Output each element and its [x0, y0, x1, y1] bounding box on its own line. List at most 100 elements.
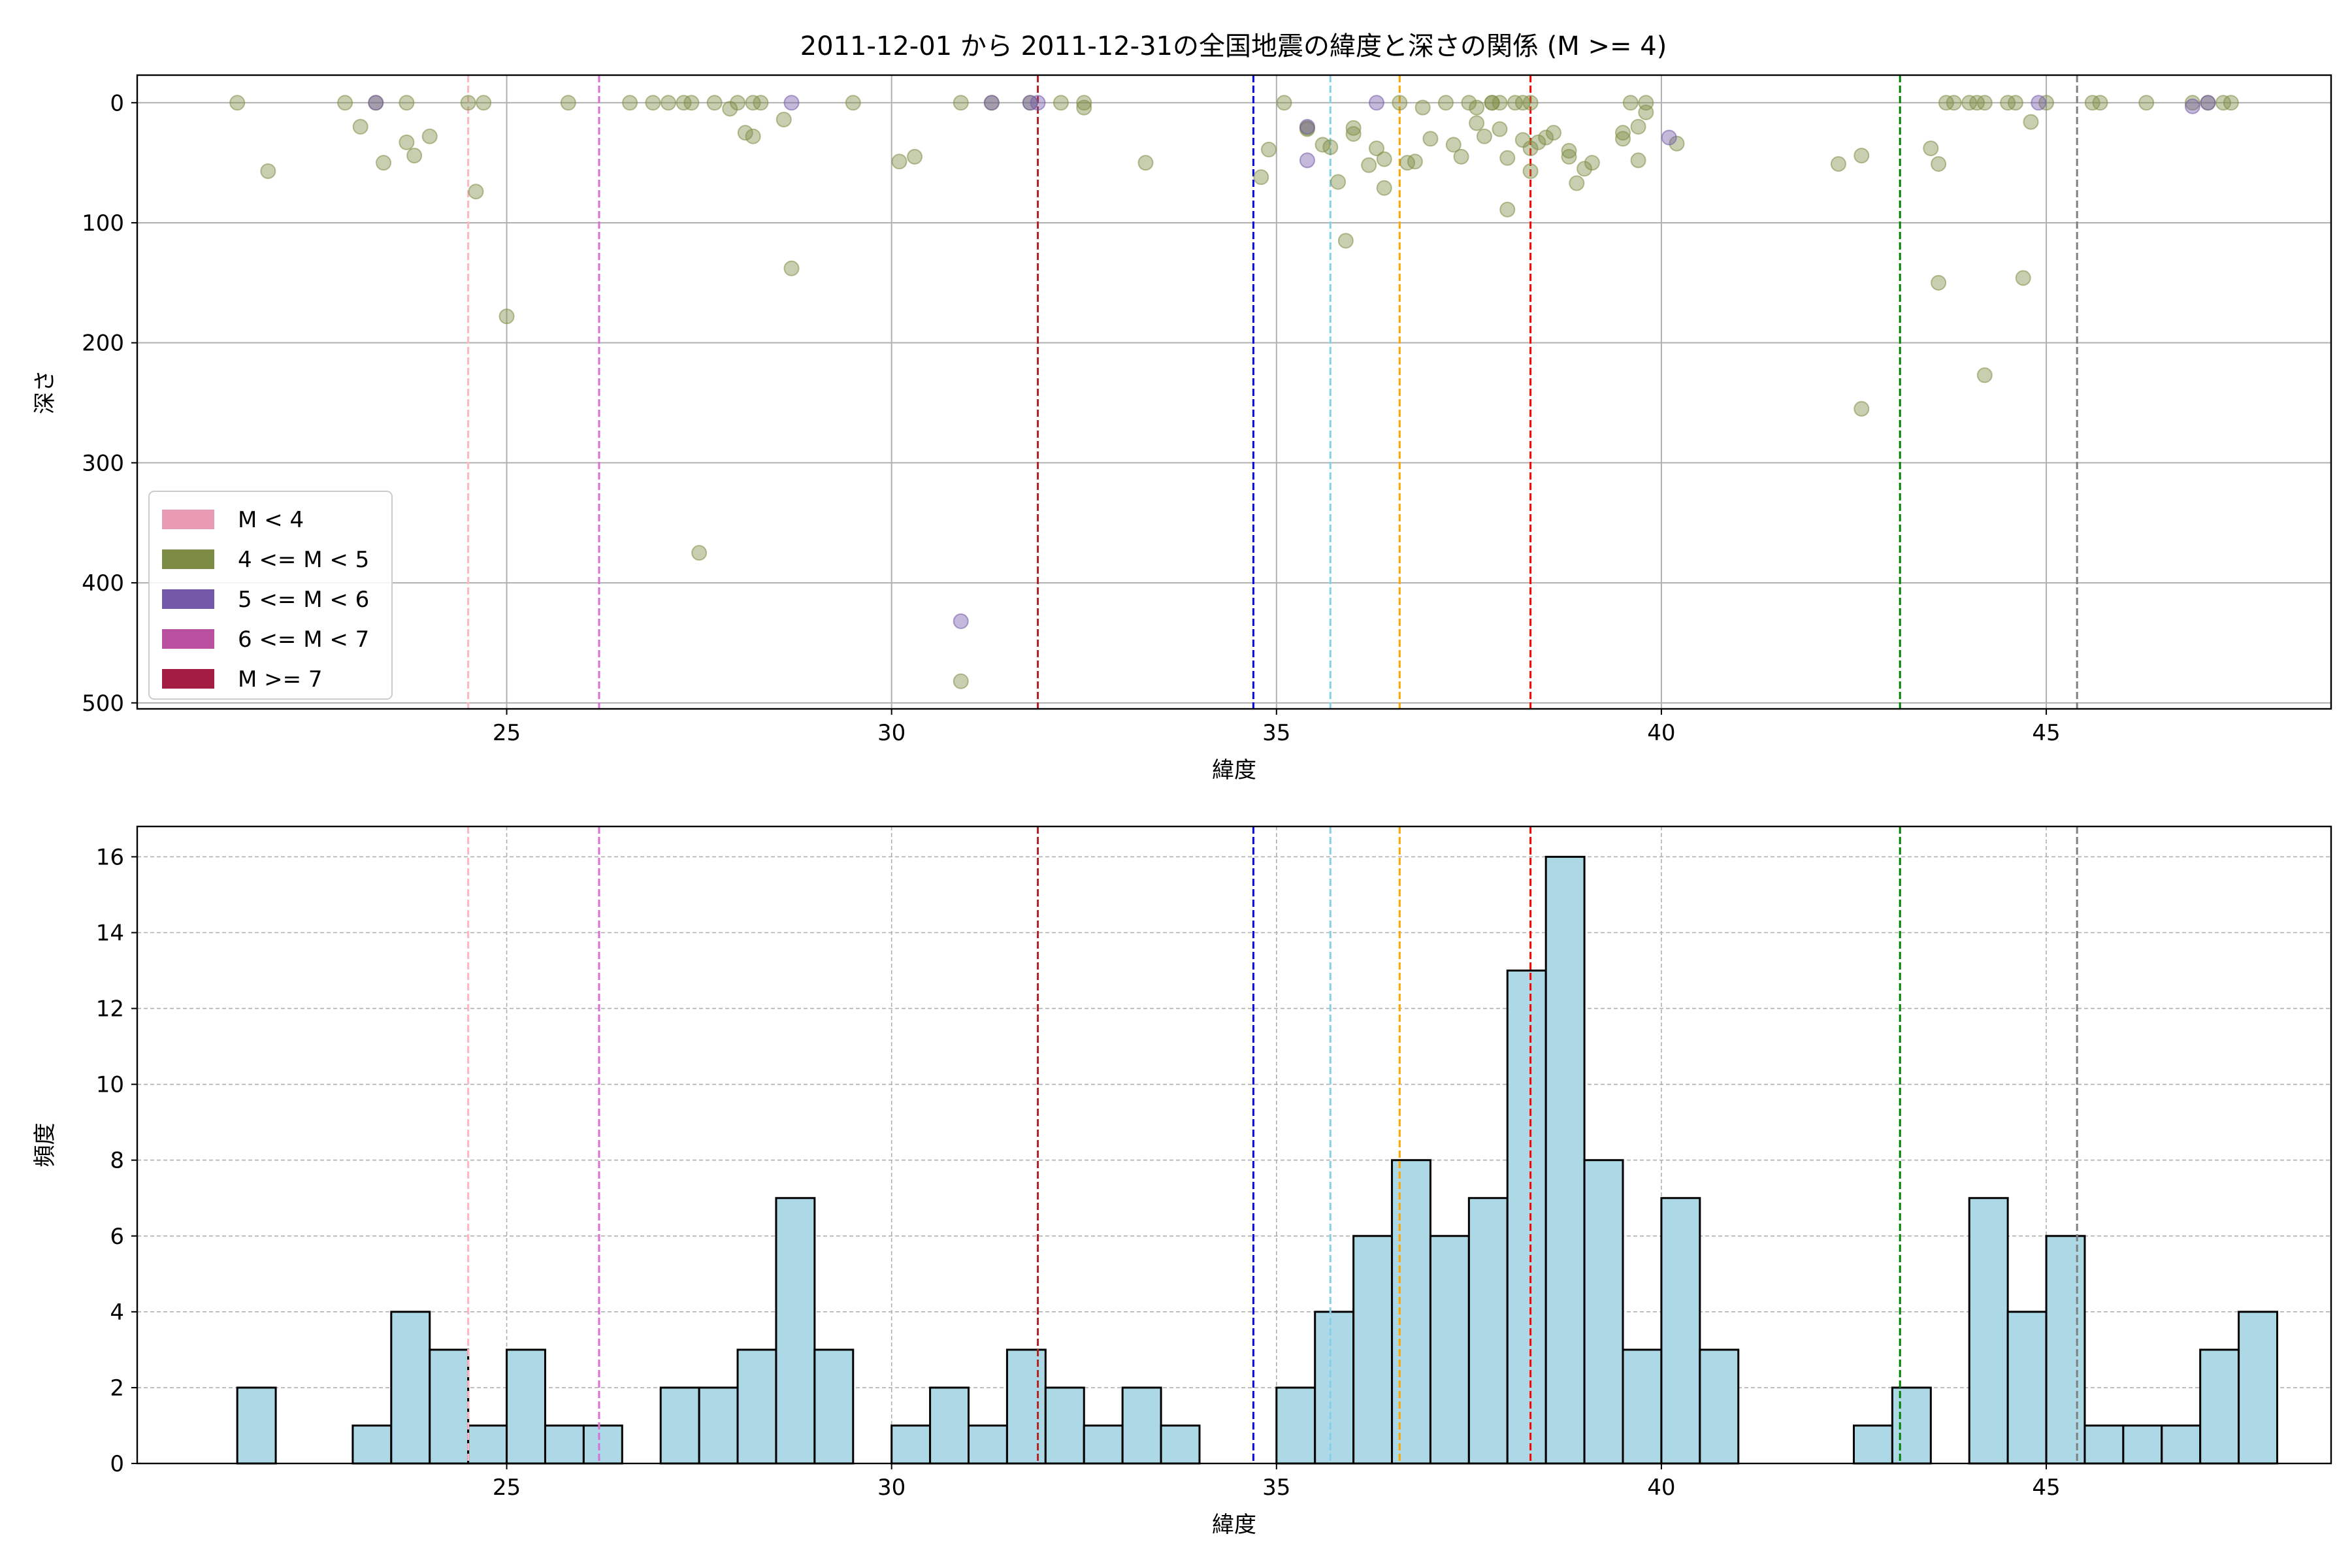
- histogram-bar: [1891, 1386, 1932, 1465]
- histogram-bar: [1275, 1386, 1316, 1465]
- figure-title: 2011-12-01 から 2011-12-31の全国地震の緯度と深さの関係 (…: [800, 31, 1667, 61]
- histogram-bar: [236, 1386, 277, 1465]
- histogram-bar: [968, 1424, 1008, 1465]
- scatter-point: [2138, 95, 2155, 111]
- scatter-point: [953, 95, 969, 111]
- y-tick-label: 200: [82, 331, 124, 357]
- y-tick-label: 100: [82, 210, 124, 237]
- scatter-point: [399, 95, 415, 111]
- legend-label: M >= 7: [238, 666, 323, 693]
- scatter-point: [406, 148, 423, 164]
- legend-label: 5 <= M < 6: [238, 587, 369, 613]
- scatter-point: [622, 95, 638, 111]
- x-tick-label: 25: [493, 1475, 521, 1501]
- scatter-point: [1392, 95, 1408, 111]
- scatter-point: [730, 95, 746, 111]
- scatter-point: [983, 95, 1000, 111]
- scatter-point: [683, 95, 700, 111]
- histogram-bar: [1314, 1311, 1355, 1465]
- scatter-point: [1469, 115, 1485, 131]
- scatter-point: [2184, 95, 2200, 111]
- legend-swatch: [162, 549, 214, 569]
- scatter-point: [1630, 118, 1646, 135]
- scatter-point: [1407, 154, 1423, 170]
- histogram-bar: [390, 1311, 431, 1465]
- y-tick-label: 300: [82, 450, 124, 476]
- x-tick-label: 45: [2032, 1475, 2060, 1501]
- legend-label: 4 <= M < 5: [238, 547, 369, 573]
- histogram-bar: [2161, 1424, 2202, 1465]
- scatter-point: [1946, 95, 1962, 111]
- scatter-point: [1630, 152, 1646, 169]
- scatter-point: [845, 95, 861, 111]
- scatter-point: [891, 154, 907, 170]
- scatter-point: [1445, 137, 1462, 153]
- y-tick-label: 14: [96, 921, 124, 947]
- x-axis-label: 緯度: [1212, 757, 1256, 783]
- y-tick-label: 4: [110, 1299, 124, 1326]
- scatter-point: [2007, 95, 2023, 111]
- histogram-bar: [1583, 1159, 1624, 1465]
- scatter-point: [1368, 140, 1384, 157]
- histogram-bar: [736, 1348, 777, 1465]
- scatter-point: [1976, 95, 1993, 111]
- x-tick-label: 40: [1647, 1475, 1675, 1501]
- scatter-point: [399, 134, 415, 150]
- scatter-point: [1569, 175, 1585, 191]
- scatter-point: [498, 308, 515, 325]
- scatter-point: [560, 95, 576, 111]
- y-tick-label: 0: [110, 90, 124, 116]
- histogram-bar: [1005, 1348, 1047, 1465]
- legend-swatch: [162, 510, 214, 529]
- scatter-point: [1476, 128, 1492, 144]
- scatter-point: [1561, 148, 1577, 165]
- scatter-point: [1376, 180, 1392, 196]
- scatter-point: [2015, 270, 2031, 286]
- histogram-bar: [467, 1424, 508, 1465]
- histogram-bar: [1660, 1197, 1701, 1465]
- x-tick-label: 30: [877, 1475, 906, 1501]
- scatter-point: [2200, 95, 2216, 111]
- scatter-point: [1854, 148, 1870, 164]
- histogram-bar: [2045, 1235, 2086, 1465]
- histogram-bar: [2199, 1348, 2240, 1465]
- scatter-point: [1976, 367, 1993, 384]
- histogram-bar: [2122, 1424, 2163, 1465]
- scatter-point: [745, 128, 761, 144]
- scatter-point: [1615, 131, 1631, 147]
- histogram-bar: [544, 1424, 585, 1465]
- y-tick-label: 400: [82, 570, 124, 596]
- scatter-point: [476, 95, 492, 111]
- y-axis-label: 深さ: [32, 370, 58, 414]
- scatter-point: [1414, 99, 1431, 116]
- scatter-point: [1276, 95, 1292, 111]
- y-tick-label: 10: [96, 1072, 124, 1098]
- histogram-bar: [582, 1424, 623, 1465]
- scatter-point: [1492, 95, 1508, 111]
- legend: M < 4 4 <= M < 5 5 <= M < 6 6 <= M < 7 M >= …: [148, 491, 393, 700]
- scatter-point: [1538, 129, 1554, 146]
- scatter-point: [1615, 125, 1631, 141]
- x-tick-label: 35: [1262, 1475, 1290, 1501]
- scatter-plot: 25 30 35 40 45 0 100 200 300 400 500 緯度 深さ M < 4 4 <= …: [32, 74, 2332, 783]
- scatter-point: [2031, 95, 2047, 111]
- scatter-point: [783, 95, 800, 111]
- scatter-point: [776, 111, 792, 127]
- histogram-bar: [506, 1348, 546, 1465]
- scatter-point: [1053, 95, 1069, 111]
- y-tick-label: 6: [110, 1224, 124, 1250]
- scatter-point: [1561, 142, 1577, 159]
- y-tick-label: 8: [110, 1148, 124, 1174]
- histogram-bar: [1044, 1386, 1085, 1465]
- histogram-bar: [698, 1386, 739, 1465]
- histogram-bar: [813, 1348, 855, 1465]
- scatter-point: [460, 95, 476, 111]
- scatter-point: [907, 148, 923, 165]
- x-tick-label: 25: [493, 720, 521, 746]
- y-tick-label: 16: [96, 844, 124, 870]
- scatter-point: [1076, 99, 1092, 116]
- scatter-point: [1337, 233, 1354, 249]
- histogram-plot: 25 30 35 40 45 0 2 4 6 8 10 12 14 16 緯度 頻度: [32, 825, 2332, 1538]
- scatter-point: [691, 545, 708, 561]
